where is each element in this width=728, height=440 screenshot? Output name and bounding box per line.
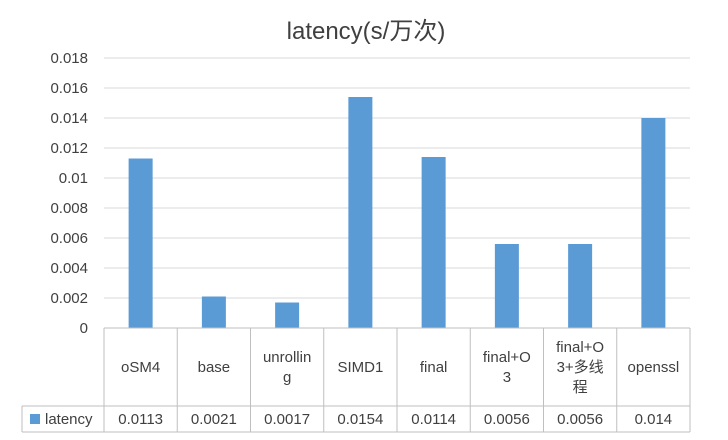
y-tick-label: 0.01 xyxy=(59,170,88,187)
bar xyxy=(568,244,593,328)
x-category-label: final+O 3 xyxy=(483,349,531,386)
gridlines xyxy=(104,57,690,299)
data-table: oSM4 base unrollin g SIMD1 final final+O 3 final… xyxy=(21,327,691,433)
x-category-label: base xyxy=(198,359,231,376)
y-tick-label: 0.018 xyxy=(50,50,88,67)
data-table-value: 0.0056 xyxy=(484,411,530,428)
data-table-value: 0.0154 xyxy=(337,411,383,428)
x-category-label: final+O 3+多线程 xyxy=(556,339,604,396)
y-tick-label: 0.006 xyxy=(50,230,88,247)
x-category-label: SIMD1 xyxy=(337,359,383,376)
legend-swatch xyxy=(30,414,40,424)
x-category-label: openssl xyxy=(628,359,680,376)
data-table-value: 0.0114 xyxy=(411,411,456,428)
bar xyxy=(275,302,300,328)
bar xyxy=(128,158,153,328)
data-table-value: 0.0113 xyxy=(118,411,163,428)
y-tick-label: 0.008 xyxy=(50,200,88,217)
bar xyxy=(494,244,519,328)
data-table-value: 0.0017 xyxy=(264,411,310,428)
bar xyxy=(201,296,226,328)
y-tick-label: 0.012 xyxy=(50,140,88,157)
y-tick-label: 0.004 xyxy=(50,260,88,277)
x-category-label: final xyxy=(420,359,448,376)
data-table-value: 0.014 xyxy=(635,411,673,428)
bars xyxy=(128,97,666,328)
bar xyxy=(421,157,446,328)
y-tick-label: 0.016 xyxy=(50,80,88,97)
x-category-label: unrollin g xyxy=(263,349,311,386)
x-category-label: oSM4 xyxy=(121,359,160,376)
legend-label: latency xyxy=(45,411,93,428)
y-axis-ticks: 0 0.002 0.004 0.006 0.008 0.01 0.012 0.014 0.016… xyxy=(50,50,88,337)
bar xyxy=(348,97,373,328)
data-table-value: 0.0056 xyxy=(557,411,603,428)
y-tick-label: 0.014 xyxy=(50,110,88,127)
data-table-value: 0.0021 xyxy=(191,411,237,428)
chart-title: latency(s/万次) xyxy=(287,18,446,45)
y-tick-label: 0 xyxy=(80,320,88,337)
bar xyxy=(641,118,666,328)
y-tick-label: 0.002 xyxy=(50,290,88,307)
